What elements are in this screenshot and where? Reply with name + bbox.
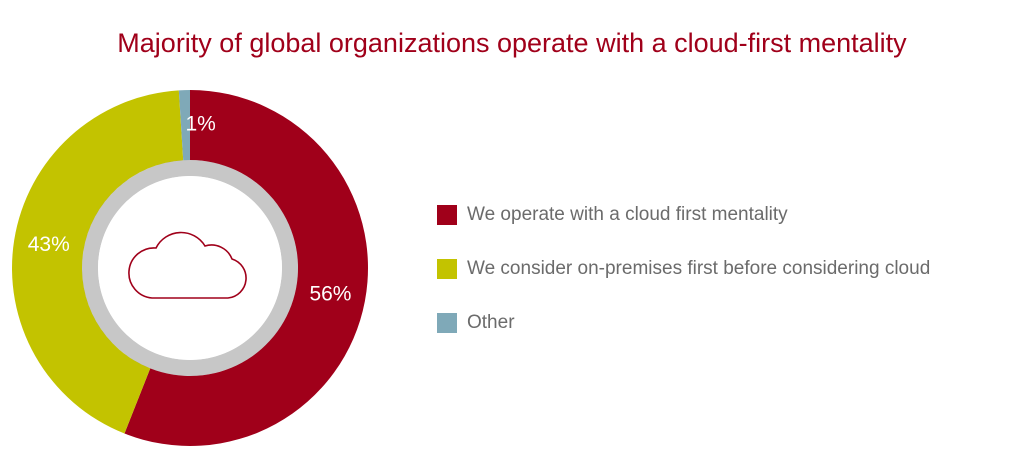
legend-swatch — [437, 259, 457, 279]
legend: We operate with a cloud first mentality W… — [437, 204, 930, 333]
cloud-icon — [128, 231, 247, 299]
legend-swatch — [437, 205, 457, 225]
legend-label: We consider on-premises first before con… — [467, 258, 930, 279]
slice-label: 56% — [309, 282, 351, 305]
legend-label: We operate with a cloud first mentality — [467, 204, 788, 225]
legend-label: Other — [467, 312, 515, 333]
slice — [124, 90, 368, 446]
slice — [12, 90, 184, 434]
legend-swatch — [437, 313, 457, 333]
slice-label: 43% — [28, 233, 70, 256]
donut-hole — [98, 176, 282, 360]
chart-title: Majority of global organizations operate… — [117, 28, 907, 58]
slice-labels: 56% 43% 1% — [28, 113, 352, 306]
slice — [178, 90, 190, 161]
inner-ring-shade — [82, 160, 298, 376]
donut — [12, 90, 368, 446]
slice-label: 1% — [186, 113, 216, 136]
